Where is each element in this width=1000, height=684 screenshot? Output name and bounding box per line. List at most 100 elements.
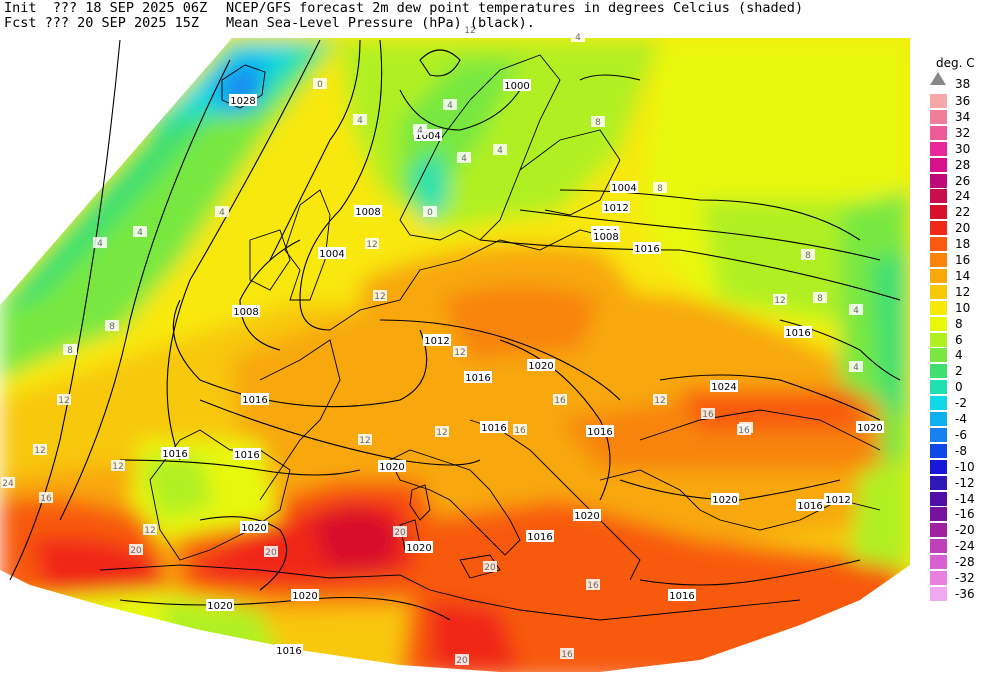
legend-label: 20 xyxy=(955,221,971,236)
legend-label: -12 xyxy=(955,475,975,490)
legend-label: -8 xyxy=(955,443,967,458)
legend-swatch xyxy=(930,221,947,236)
legend-swatch xyxy=(930,237,947,252)
isobar-label: 1020 xyxy=(712,495,737,506)
isobar-label-box xyxy=(586,425,614,437)
dewpoint-label-box xyxy=(1,477,15,488)
isobar-label-box xyxy=(573,509,601,521)
dewpoint-label-box xyxy=(33,444,47,455)
isobar-label: 1012 xyxy=(603,203,628,214)
legend-swatch xyxy=(930,94,947,108)
dewpoint-label: 8 xyxy=(109,322,115,332)
isobar-label: 1020 xyxy=(207,601,232,612)
legend-swatch xyxy=(930,380,947,395)
dewpoint-label: 4 xyxy=(417,126,423,136)
dewpoint-label: 12 xyxy=(359,436,370,446)
dewpoint-label-box xyxy=(801,249,815,260)
dewpoint-label-box xyxy=(413,124,427,135)
dewpoint-label: 0 xyxy=(427,208,433,218)
isobar-label: 1020 xyxy=(857,423,882,434)
dewpoint-label-box xyxy=(553,394,567,405)
dewpoint-label: 16 xyxy=(561,650,573,660)
legend-swatch xyxy=(930,523,947,538)
dewpoint-label: 16 xyxy=(738,426,750,436)
legend-label: -2 xyxy=(955,396,967,411)
isobar-label-box xyxy=(240,521,268,533)
isobar-labels: 1028100410001004100810041008101210161004… xyxy=(161,79,884,657)
isobar-label-box xyxy=(405,541,433,553)
legend-swatch xyxy=(930,539,947,554)
dewpoint-label: 20 xyxy=(265,548,277,558)
legend-swatch xyxy=(930,316,947,331)
dewpoint-label-box xyxy=(453,346,467,357)
legend-label: -16 xyxy=(955,507,975,522)
isobar-label-box xyxy=(633,242,661,254)
legend-label: 30 xyxy=(955,141,971,156)
dewpoint-label: 16 xyxy=(40,494,52,504)
dewpoint-label-box xyxy=(393,526,407,537)
legend-label: 28 xyxy=(955,157,971,172)
isobar-label: 1016 xyxy=(234,450,259,461)
isobar-label: 1016 xyxy=(527,532,552,543)
dewpoint-label-box xyxy=(423,206,437,217)
coastlines xyxy=(99,54,881,621)
isobar-label: 1004 xyxy=(319,249,344,260)
dewpoint-label: 12 xyxy=(144,526,155,536)
isobar-label: 1028 xyxy=(230,96,255,107)
isobar-label-box xyxy=(378,460,406,472)
isobar-label-box xyxy=(592,230,620,242)
isobar-label: 1008 xyxy=(233,307,258,318)
dewpoint-label-box xyxy=(215,206,229,217)
legend-top-label: 38 xyxy=(955,77,971,91)
dewpoint-label-box xyxy=(737,424,751,435)
isobar-label-box xyxy=(503,79,531,91)
legend-label: 34 xyxy=(955,109,971,124)
legend-label: 16 xyxy=(955,253,971,267)
legend-unit: deg. C xyxy=(936,56,975,70)
dewpoint-label-box xyxy=(93,237,107,248)
legend-label: 18 xyxy=(955,237,971,252)
legend-label: 32 xyxy=(955,125,971,140)
legend-swatch xyxy=(930,157,947,172)
dewpoint-label: 4 xyxy=(97,239,103,249)
isobar-label: 1004 xyxy=(415,131,440,142)
dewpoint-label-box xyxy=(653,182,667,193)
legend-swatch xyxy=(930,300,947,315)
dewpoint-label: 12 xyxy=(34,446,45,456)
dewpoint-label-box xyxy=(264,546,278,557)
dewpoint-label-box xyxy=(133,226,147,237)
isobar-label: 1008 xyxy=(593,232,618,243)
dewpoint-label-box xyxy=(483,561,497,572)
dewpoint-label: 4 xyxy=(357,116,363,126)
dewpoint-label-box xyxy=(39,492,53,503)
title-line-2: Mean Sea-Level Pressure (hPa) (black). xyxy=(226,15,535,31)
isobar-label-box xyxy=(275,644,303,656)
isobar-label-box xyxy=(318,247,346,259)
isobar-label: 1004 xyxy=(611,183,636,194)
isobar-label-box xyxy=(233,448,261,460)
isobar-label: 1016 xyxy=(797,501,822,512)
legend-label: -24 xyxy=(955,539,975,554)
dewpoint-label-box xyxy=(455,654,469,665)
isobar-label: 1024 xyxy=(711,382,736,393)
legend-swatch xyxy=(930,443,947,458)
dewpoint-label: 4 xyxy=(853,363,859,373)
legend-label: 26 xyxy=(955,173,971,188)
dewpoint-label: 24 xyxy=(2,479,14,489)
dewpoint-label: 12 xyxy=(366,240,377,250)
isobar-label-box xyxy=(602,201,630,213)
dewpoint-label-box xyxy=(591,116,605,127)
legend-swatch xyxy=(930,586,947,601)
dewpoint-label-box xyxy=(129,544,143,555)
legend-top-triangle xyxy=(930,72,946,85)
isobar-label-box xyxy=(668,589,696,601)
legend-label: 4 xyxy=(955,348,963,363)
legend-label: 2 xyxy=(955,364,963,379)
dewpoint-label: 12 xyxy=(654,396,665,406)
fcst-line: Fcst ??? 20 SEP 2025 15Z xyxy=(4,15,200,31)
dewpoint-label-box xyxy=(813,292,827,303)
dewpoint-label: 8 xyxy=(657,184,663,194)
dewpoint-label: 16 xyxy=(587,581,599,591)
legend-swatch xyxy=(930,141,947,156)
